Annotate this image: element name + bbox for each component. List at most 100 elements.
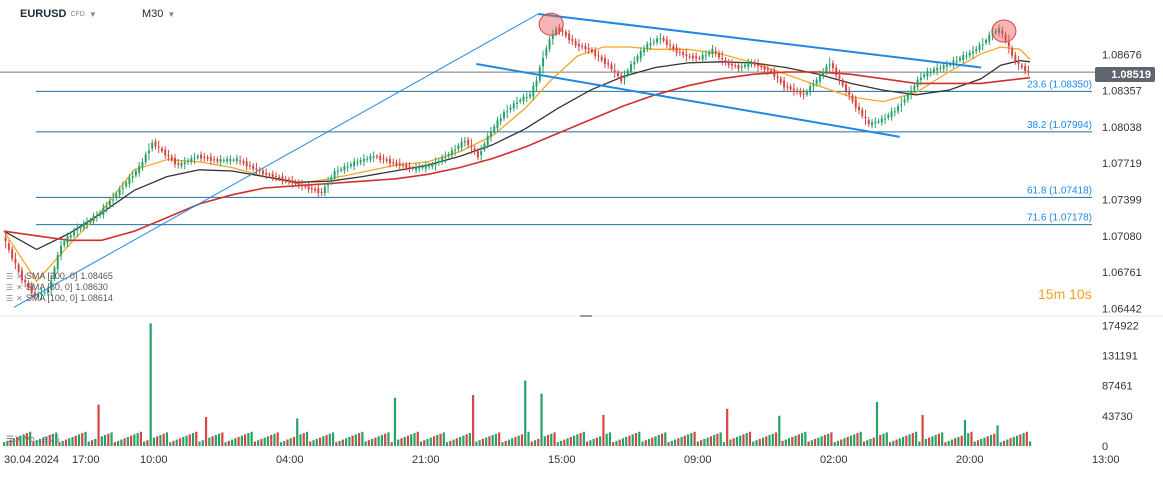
menu-icon[interactable]: ☰ — [6, 294, 14, 303]
price-candle-body — [7, 243, 10, 250]
price-candle-body — [467, 139, 470, 145]
price-candle-body — [880, 118, 883, 123]
price-candle-body — [20, 270, 23, 281]
price-candle-body — [366, 158, 369, 160]
menu-icon[interactable]: ☰ — [6, 283, 14, 292]
price-candle-body — [46, 289, 49, 293]
volume-bar — [954, 438, 957, 446]
volume-bar — [371, 438, 374, 446]
price-candle-body — [437, 161, 440, 163]
volume-bar — [758, 438, 761, 446]
price-candle-body — [157, 146, 160, 148]
price-candle-body — [675, 47, 678, 53]
close-icon[interactable]: ✕ — [16, 283, 23, 292]
volume-bar — [700, 440, 703, 446]
volume-bar — [680, 436, 683, 446]
volume-bar — [540, 393, 543, 446]
volume-bar — [100, 436, 103, 446]
volume-bar — [110, 432, 113, 446]
time-axis-tick: 09:00 — [684, 454, 712, 466]
volume-bar — [696, 441, 699, 446]
volume-bar — [742, 434, 745, 446]
price-candle-body — [369, 156, 372, 160]
price-candle-body — [975, 49, 978, 52]
volume-bar — [732, 438, 735, 446]
price-candle-body — [226, 159, 229, 162]
time-axis-tick: 13:00 — [1092, 454, 1120, 466]
volume-bar — [514, 436, 517, 446]
price-candle-body — [610, 64, 613, 70]
close-icon[interactable]: ✕ — [16, 294, 23, 303]
volume-bar — [29, 431, 32, 446]
volume-bar — [507, 439, 511, 446]
volume-bar — [143, 441, 146, 446]
time-axis-tick: 04:00 — [276, 454, 304, 466]
volume-bar — [563, 439, 566, 446]
volume-bar — [25, 433, 28, 446]
close-icon[interactable]: ✕ — [14, 434, 22, 444]
volume-bar — [103, 435, 107, 446]
price-candle-body — [314, 188, 317, 191]
price-candle-body — [727, 61, 730, 66]
volume-bar — [289, 438, 292, 446]
time-axis-tick: 30.04.2024 — [4, 454, 59, 466]
volume-bar — [735, 436, 739, 446]
volume-bar — [895, 439, 898, 446]
indicator-row[interactable]: ☰ ✕ SMA [200, 0] 1.08465 — [6, 271, 113, 282]
price-candle-body — [998, 28, 1001, 33]
timer-seconds: 10s — [1069, 286, 1092, 302]
price-candle-body — [945, 64, 948, 67]
price-candle-body — [792, 88, 795, 91]
indicator-label: SMA [100, 0] — [25, 293, 78, 303]
volume-bar — [439, 433, 442, 446]
volume-bar — [501, 442, 504, 446]
volume-bar — [862, 441, 866, 446]
volume-bar — [589, 440, 592, 446]
price-candle-body — [395, 162, 398, 165]
price-candle-body — [248, 165, 251, 167]
volume-bar — [875, 401, 879, 446]
volume-bar — [71, 436, 74, 446]
price-candle-body — [649, 43, 652, 45]
close-icon[interactable]: ✕ — [16, 272, 23, 281]
volume-bar — [1012, 436, 1015, 446]
volume-bar — [345, 438, 348, 446]
menu-icon[interactable]: ☰ — [6, 434, 15, 444]
volume-bar — [980, 438, 983, 446]
indicator-row[interactable]: ☰ ✕ SMA [100, 0] 1.08614 — [6, 293, 113, 304]
price-candle-body — [460, 141, 463, 148]
volume-bar — [335, 442, 338, 446]
volume-bar — [318, 437, 322, 446]
chevron-down-icon: ▼ — [88, 9, 97, 19]
price-candle-body — [493, 126, 496, 132]
volume-bar — [937, 433, 940, 446]
price-candle-body — [747, 62, 750, 67]
volume-bar — [901, 436, 905, 446]
price-candle-body — [926, 71, 929, 77]
price-candle-body — [861, 109, 864, 116]
price-candle-body — [841, 79, 844, 86]
symbol-selector[interactable]: EURUSD CFD ▼ — [20, 8, 97, 20]
price-candle-body — [288, 179, 290, 182]
price-candle-body — [434, 163, 437, 165]
price-candle-body — [656, 38, 659, 43]
menu-icon[interactable]: ☰ — [6, 272, 14, 281]
volume-bar — [32, 441, 35, 446]
price-candle-body — [643, 49, 646, 52]
price-candle-body — [978, 44, 981, 50]
price-candle-body — [359, 160, 362, 163]
price-candle-body — [431, 164, 434, 167]
volume-bar — [797, 434, 800, 446]
price-candle-body — [151, 142, 154, 149]
price-candle-body — [776, 76, 779, 78]
indicator-row[interactable]: ☰ ✕ SMA [50, 0] 1.08630 — [6, 282, 113, 293]
price-candle-body — [639, 50, 642, 59]
volume-bar — [94, 438, 97, 446]
price-candle-body — [796, 90, 799, 92]
timeframe-selector[interactable]: M30 ▼ — [142, 8, 175, 20]
volume-bar — [703, 438, 706, 446]
indicator-legend: ☰ ✕ SMA [200, 0] 1.08465 ☰ ✕ SMA [50, 0] 1… — [6, 271, 113, 304]
chevron-down-icon: ▼ — [167, 9, 176, 19]
